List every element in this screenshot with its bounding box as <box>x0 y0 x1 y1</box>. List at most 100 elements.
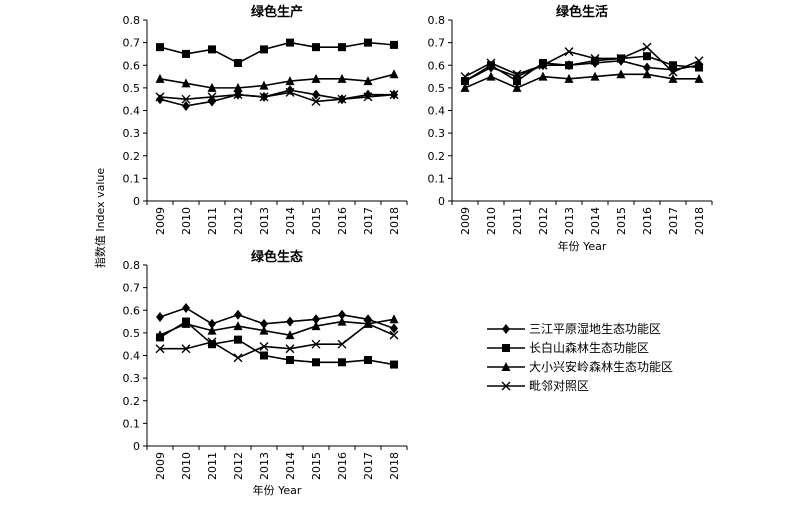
series-diamond <box>461 55 703 87</box>
data-point <box>338 43 346 52</box>
data-point <box>694 56 704 66</box>
data-point <box>208 318 216 329</box>
data-point <box>208 45 216 54</box>
x-tick-label: 2010 <box>180 207 193 235</box>
y-tick-label: 0.3 <box>428 127 446 140</box>
y-tick-label: 0.3 <box>123 127 141 140</box>
y-tick-label: 0 <box>133 440 140 453</box>
data-point <box>390 40 398 49</box>
data-point <box>234 335 242 344</box>
data-point <box>590 53 600 63</box>
data-point <box>338 358 346 367</box>
x-tick-label: 2018 <box>388 207 401 235</box>
data-point <box>312 43 320 52</box>
data-point <box>363 92 373 102</box>
data-point <box>591 56 599 65</box>
data-point <box>311 96 321 106</box>
data-point <box>669 61 677 70</box>
y-tick-label: 0.1 <box>428 172 446 185</box>
series-line <box>159 41 395 64</box>
x-axis-label: 年份 Year <box>558 239 607 253</box>
legend-label: 大小兴安岭森林生态功能区 <box>529 359 673 374</box>
series-line <box>160 322 395 359</box>
data-point <box>181 94 191 104</box>
data-point <box>155 73 165 83</box>
y-tick-label: 0.2 <box>123 395 141 408</box>
x-tick-label: 2011 <box>206 452 219 480</box>
data-point <box>642 69 652 79</box>
data-point <box>513 77 521 86</box>
x-tick-label: 2009 <box>154 452 167 480</box>
legend-item: 大小兴安岭森林生态功能区 <box>487 359 673 374</box>
data-point <box>234 309 242 320</box>
legend-marker <box>502 324 510 334</box>
data-point <box>389 69 399 79</box>
panel-1: 0 0.1 0.2 0.3 0.4 0.5 0.6 0.7 0.8 2009 2010 2011 201… <box>123 4 408 235</box>
y-tick-label: 0.1 <box>123 172 141 185</box>
x-tick-label: 2010 <box>485 207 498 235</box>
data-point <box>260 318 268 329</box>
y-tick-label: 0.1 <box>123 417 141 430</box>
data-point <box>616 53 626 63</box>
data-point <box>156 43 164 52</box>
data-point <box>233 90 243 100</box>
data-point <box>182 302 190 313</box>
data-point <box>311 339 321 349</box>
x-tick-label: 2016 <box>336 207 349 235</box>
data-point <box>286 356 294 365</box>
data-point <box>259 325 269 335</box>
data-point <box>259 80 269 90</box>
x-tick-label: 2009 <box>154 207 167 235</box>
x-tick-label: 2013 <box>563 207 576 235</box>
data-point <box>285 330 295 340</box>
data-point <box>512 69 522 79</box>
data-point <box>337 94 347 104</box>
data-point <box>363 319 373 329</box>
panel-2: 0 0.1 0.2 0.3 0.4 0.5 0.6 0.7 0.8 2009 2010 2011 201… <box>428 4 713 253</box>
x-tick-label: 2012 <box>232 452 245 480</box>
data-point <box>643 62 651 73</box>
legend-label: 毗邻对照区 <box>529 379 589 393</box>
data-point <box>181 78 191 88</box>
data-point <box>156 312 164 323</box>
x-tick-label: 2012 <box>232 207 245 235</box>
legend-label: 长白山森林生态功能区 <box>529 340 649 355</box>
y-tick-label: 0.4 <box>428 105 446 118</box>
series-line <box>159 73 395 89</box>
data-point <box>486 71 496 81</box>
data-point <box>311 321 321 331</box>
data-point <box>286 38 294 47</box>
x-tick-label: 2011 <box>206 207 219 235</box>
data-point <box>233 321 243 331</box>
y-tick-label: 0.3 <box>123 372 141 385</box>
data-point <box>181 318 191 328</box>
y-tick-label: 0.6 <box>123 304 141 317</box>
x-tick-label: 2014 <box>589 207 602 235</box>
series-line <box>464 55 700 83</box>
data-point <box>616 69 626 79</box>
series-line <box>159 307 395 330</box>
y-tick-label: 0.7 <box>123 282 141 295</box>
data-point <box>155 344 165 354</box>
data-point <box>564 73 574 83</box>
y-tick-label: 0.6 <box>123 59 141 72</box>
series-line <box>464 73 699 89</box>
data-point <box>512 82 522 92</box>
legend-marker <box>501 381 511 391</box>
data-point <box>694 73 704 83</box>
panel-3: 0 0.1 0.2 0.3 0.4 0.5 0.6 0.7 0.8 2009 2010 2011 201… <box>123 249 408 497</box>
data-point <box>668 73 678 83</box>
data-point <box>564 47 574 57</box>
x-tick-label: 2012 <box>537 207 550 235</box>
data-point <box>312 358 320 367</box>
data-point <box>364 38 372 47</box>
panel-title: 绿色生产 <box>251 4 303 20</box>
y-tick-label: 0.4 <box>123 350 141 363</box>
data-point <box>285 76 295 86</box>
data-point <box>695 63 703 72</box>
series-line <box>159 89 394 107</box>
y-tick-label: 0.8 <box>428 14 446 27</box>
x-tick-label: 2017 <box>667 207 680 235</box>
series-line <box>464 46 700 78</box>
x-tick-label: 2018 <box>388 452 401 480</box>
